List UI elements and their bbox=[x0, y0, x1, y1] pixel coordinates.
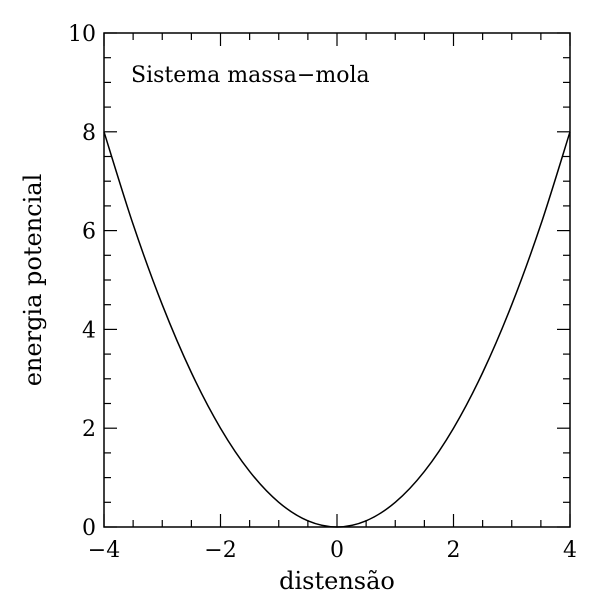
x-tick-label: −4 bbox=[88, 538, 120, 563]
x-tick-label: 4 bbox=[563, 538, 577, 563]
y-tick-label: 4 bbox=[82, 318, 96, 343]
x-tick-label: −2 bbox=[204, 538, 236, 563]
x-tick-label: 2 bbox=[447, 538, 461, 563]
y-tick-label: 10 bbox=[68, 22, 96, 47]
y-tick-label: 8 bbox=[82, 121, 96, 146]
potential-energy-curve bbox=[103, 131, 571, 528]
tick-labels-layer: −4 −2 0 2 4 0 2 4 6 8 10 bbox=[68, 22, 577, 563]
series-layer bbox=[103, 131, 571, 528]
y-tick-label: 6 bbox=[82, 220, 96, 245]
x-tick-label: 0 bbox=[330, 538, 344, 563]
x-axis-label: distensão bbox=[279, 567, 395, 595]
y-tick-label: 0 bbox=[82, 516, 96, 541]
chart-annotation: Sistema massa−mola bbox=[131, 63, 370, 88]
y-tick-label: 2 bbox=[82, 417, 96, 442]
ticks-layer bbox=[103, 32, 571, 528]
y-axis-label: energia potencial bbox=[19, 174, 47, 387]
plot-frame bbox=[103, 32, 571, 528]
